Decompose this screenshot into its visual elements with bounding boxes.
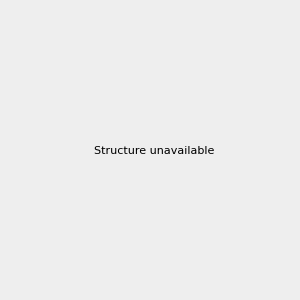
Text: Structure unavailable: Structure unavailable (94, 146, 214, 157)
